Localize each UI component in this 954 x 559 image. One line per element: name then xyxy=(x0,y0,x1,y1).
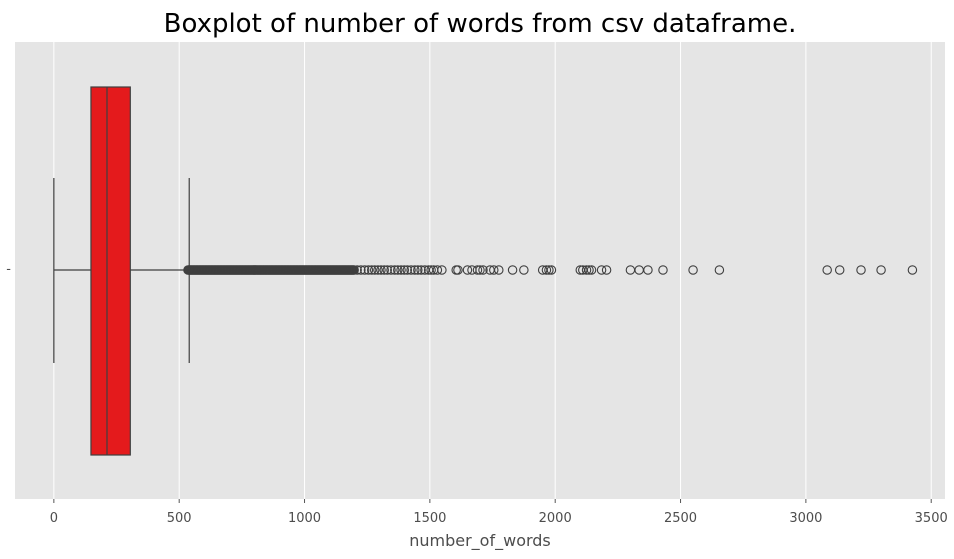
outlier-point xyxy=(373,265,383,275)
x-axis-label: number_of_words xyxy=(409,531,551,551)
outlier-point xyxy=(546,265,557,275)
iqr-box xyxy=(90,86,131,456)
outlier-point xyxy=(489,265,499,275)
outlier-point xyxy=(349,265,359,275)
y-tick-mark: - xyxy=(6,262,11,277)
outlier-point xyxy=(586,265,597,275)
outlier-point xyxy=(356,265,366,275)
outlier-point xyxy=(596,265,607,275)
outlier-point xyxy=(406,265,416,275)
outlier-point xyxy=(462,265,473,275)
outlier-point xyxy=(876,265,886,275)
chart-title: Boxplot of number of words from csv data… xyxy=(164,9,797,39)
outlier-point xyxy=(393,265,403,275)
x-axis-ticks: 0 500 1000 1500 2000 2500 3000 3500 xyxy=(50,499,948,526)
outlier-point xyxy=(544,265,554,275)
outlier-point xyxy=(366,265,377,275)
outlier-point xyxy=(410,265,420,275)
outlier-point xyxy=(432,265,443,275)
outlier-point xyxy=(399,265,410,275)
outlier-point xyxy=(714,265,725,275)
outlier-point xyxy=(478,265,488,275)
outlier-point xyxy=(834,265,845,275)
x-tick-label: 1500 xyxy=(413,511,446,526)
outlier-point xyxy=(822,265,832,275)
outlier-point xyxy=(382,265,393,275)
outlier-point xyxy=(658,265,668,275)
x-tick-label: 2500 xyxy=(664,511,697,526)
outlier-point xyxy=(396,265,406,275)
outlier-point xyxy=(494,265,504,275)
box-element xyxy=(53,86,190,456)
x-tick-label: 1000 xyxy=(288,511,321,526)
outlier-point xyxy=(584,265,594,275)
outlier-point xyxy=(363,265,374,275)
outlier-points xyxy=(183,265,918,275)
outlier-point xyxy=(379,265,389,275)
outlier-point xyxy=(453,265,463,275)
outlier-point xyxy=(472,265,483,275)
outlier-point xyxy=(581,265,592,275)
outlier-point xyxy=(437,265,447,275)
outlier-point xyxy=(541,265,552,275)
outlier-point xyxy=(688,265,698,275)
outlier-point xyxy=(369,265,380,275)
outlier-point xyxy=(352,265,362,275)
outlier-point xyxy=(643,265,653,275)
outlier-point xyxy=(416,265,426,275)
outlier-point xyxy=(426,265,436,275)
outlier-point xyxy=(907,265,918,275)
outlier-point xyxy=(359,265,370,275)
outlier-point xyxy=(856,265,866,275)
x-tick-label: 0 xyxy=(50,511,58,526)
outlier-point xyxy=(402,265,413,275)
outlier-point xyxy=(475,265,485,275)
outlier-point xyxy=(376,265,386,275)
outlier-point xyxy=(386,265,396,275)
x-tick-label: 3000 xyxy=(789,511,822,526)
outlier-point xyxy=(390,265,400,275)
outlier-point xyxy=(519,265,529,275)
outlier-point xyxy=(413,265,423,275)
x-tick-label: 2000 xyxy=(539,511,572,526)
outlier-point xyxy=(601,265,612,275)
outlier-point xyxy=(507,265,518,275)
x-tick-label: 500 xyxy=(167,511,192,526)
x-tick-label: 3500 xyxy=(915,511,948,526)
